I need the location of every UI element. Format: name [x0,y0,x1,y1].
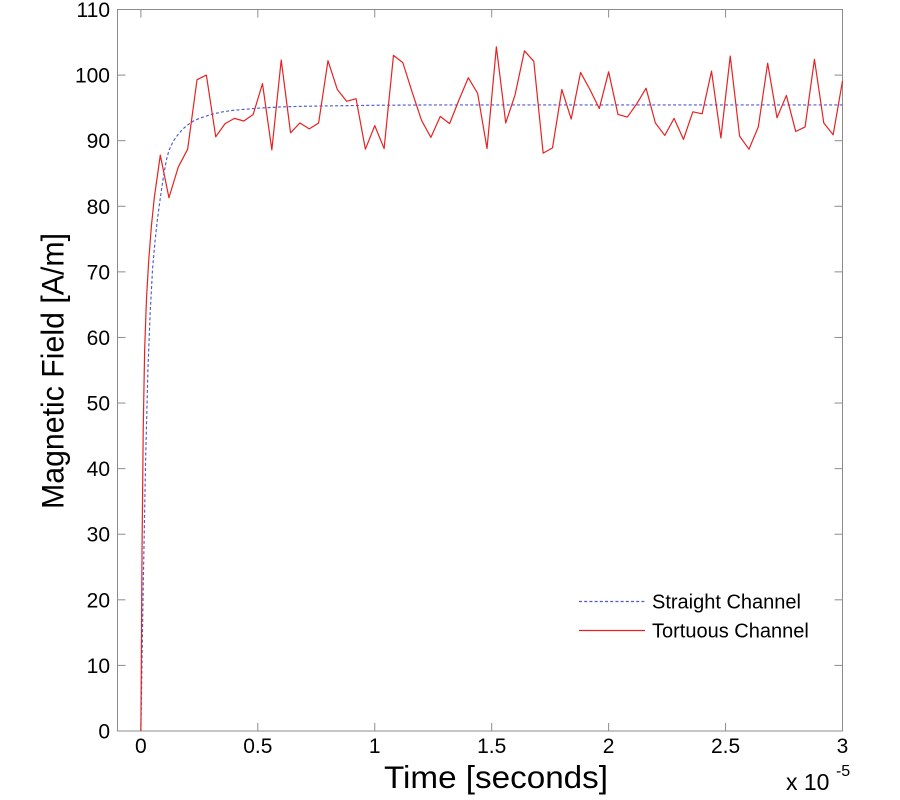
y-tick-label: 110 [77,0,110,22]
series-line-tortuous-channel [140,46,844,732]
legend: Straight Channel Tortuous Channel [579,592,809,643]
y-tick-label: 20 [87,589,110,612]
x-axis-offset-label: x 10 -5 [786,763,850,795]
y-tick-label: 70 [87,261,110,284]
y-tick-labels: 0 10 20 30 40 50 60 70 80 90 100 110 [75,0,110,744]
x-tick-label: 0.5 [243,735,272,758]
y-tick-label: 60 [87,327,110,350]
data-series [140,46,844,732]
series-line-straight-channel [140,104,843,732]
x-tick-label: 2 [603,735,615,758]
x-tick-label: 1.5 [477,735,506,758]
y-tick-label: 30 [87,524,110,547]
y-tick-label: 80 [87,196,110,219]
y-tick-label: 0 [98,721,110,744]
x-axis-offset-exponent: -5 [836,763,850,780]
axis-ticks [117,9,843,732]
x-tick-label: 3 [837,735,849,758]
y-tick-label: 10 [87,655,110,678]
x-axis-offset-base: x 10 [786,769,829,795]
y-axis-label: Magnetic Field [A/m] [35,233,71,509]
x-tick-label: 0 [135,735,147,758]
legend-label-straight-channel: Straight Channel [652,592,801,614]
y-tick-label: 90 [87,130,110,153]
y-tick-label: 40 [87,458,110,481]
legend-label-tortuous-channel: Tortuous Channel [652,621,809,643]
x-tick-label: 1 [369,735,381,758]
x-axis-label: Time [seconds] [384,759,608,795]
y-tick-label: 100 [75,65,110,88]
plot-box [117,9,843,732]
y-tick-label: 50 [87,393,110,416]
x-tick-label: 2.5 [711,735,740,758]
x-tick-labels: 0 0.5 1 1.5 2 2.5 3 [135,735,848,758]
